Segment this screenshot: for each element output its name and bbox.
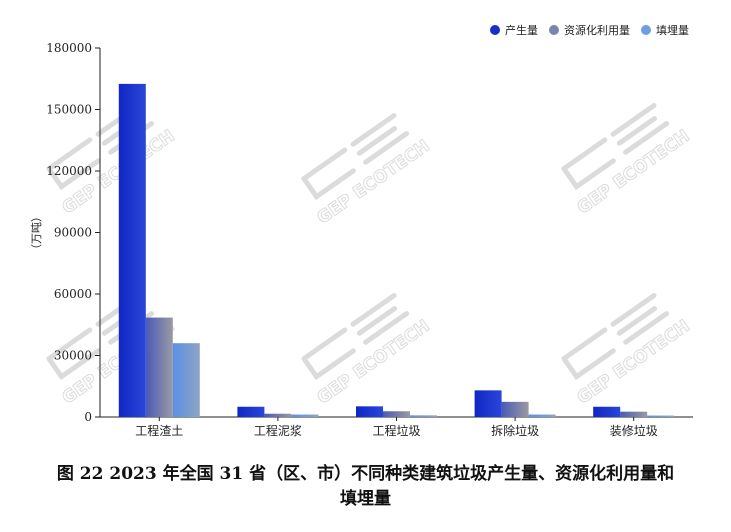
bars bbox=[118, 83, 675, 417]
watermark-logo bbox=[561, 103, 670, 191]
bar-1-2 bbox=[237, 406, 265, 417]
x-tick-label: 拆除垃圾 bbox=[491, 423, 539, 438]
y-axis-label: （万吨） bbox=[30, 211, 43, 255]
x-tick-label: 装修垃圾 bbox=[610, 423, 658, 438]
bar-3-4 bbox=[528, 414, 556, 417]
watermark-text: GEP ECOTECH bbox=[314, 136, 434, 228]
bar-2-3 bbox=[383, 411, 410, 417]
watermark-text: GEP ECOTECH bbox=[574, 316, 694, 408]
watermark: GEP ECOTECH bbox=[301, 113, 434, 229]
watermark-text: GEP ECOTECH bbox=[314, 316, 434, 408]
watermark-logo bbox=[561, 293, 670, 381]
legend-swatch bbox=[490, 25, 500, 35]
caption-line-1: 图 22 2023 年全国 31 省（区、市）不同种类建筑垃圾产生量、资源化利用… bbox=[56, 464, 675, 484]
watermark-logo bbox=[301, 113, 410, 201]
y-ticks: 0 30000 60000 90000 120000 150000 180000 bbox=[46, 41, 100, 424]
watermark: GEP ECOTECH bbox=[46, 103, 179, 219]
watermark: GEP ECOTECH bbox=[561, 293, 694, 409]
bar-2-2 bbox=[264, 413, 292, 417]
legend: 产生量 资源化利用量 填埋量 bbox=[490, 23, 689, 37]
caption-line-2: 填埋量 bbox=[340, 489, 391, 509]
legend-swatch bbox=[549, 25, 559, 35]
bar-1-3 bbox=[356, 406, 383, 417]
legend-label: 产生量 bbox=[505, 23, 538, 37]
watermark-logo bbox=[46, 293, 155, 381]
x-tick-label: 工程垃圾 bbox=[372, 423, 420, 438]
x-tick-label: 工程泥浆 bbox=[254, 423, 302, 438]
legend-label: 填埋量 bbox=[656, 23, 689, 37]
bar-1-4 bbox=[474, 390, 502, 417]
bar-2-5 bbox=[620, 411, 648, 417]
watermark: GEP ECOTECH bbox=[561, 103, 694, 219]
legend-swatch bbox=[641, 25, 651, 35]
bar-3-3 bbox=[410, 415, 437, 417]
y-tick-label: 120000 bbox=[46, 164, 92, 178]
watermark-logo bbox=[301, 293, 410, 381]
x-tick-label: 工程渣土 bbox=[135, 423, 183, 438]
x-ticks: 工程渣土 工程泥浆 工程垃圾 拆除垃圾 装修垃圾 bbox=[135, 417, 658, 438]
y-tick-label: 90000 bbox=[54, 226, 92, 240]
watermark: GEP ECOTECH bbox=[301, 293, 434, 409]
chart: GEP ECOTECH GEP ECOTECH GEP ECOTECH GEP ECO… bbox=[30, 23, 694, 438]
y-tick-label: 150000 bbox=[46, 103, 92, 117]
bar-2-4 bbox=[501, 401, 529, 417]
bar-3-2 bbox=[291, 414, 319, 417]
bar-2-1 bbox=[145, 317, 173, 417]
bar-1-5 bbox=[593, 406, 621, 417]
figure-caption: 图 22 2023 年全国 31 省（区、市）不同种类建筑垃圾产生量、资源化利用… bbox=[0, 462, 731, 512]
legend-label: 资源化利用量 bbox=[564, 23, 630, 37]
watermark-text: GEP ECOTECH bbox=[574, 126, 694, 218]
bar-3-1 bbox=[172, 343, 200, 417]
bar-3-5 bbox=[647, 415, 675, 417]
bar-1-1 bbox=[118, 83, 146, 417]
y-tick-label: 180000 bbox=[46, 41, 92, 55]
y-tick-label: 60000 bbox=[54, 287, 92, 301]
y-tick-label: 0 bbox=[84, 410, 92, 424]
y-tick-label: 30000 bbox=[54, 349, 92, 363]
watermark-logo bbox=[46, 103, 155, 191]
